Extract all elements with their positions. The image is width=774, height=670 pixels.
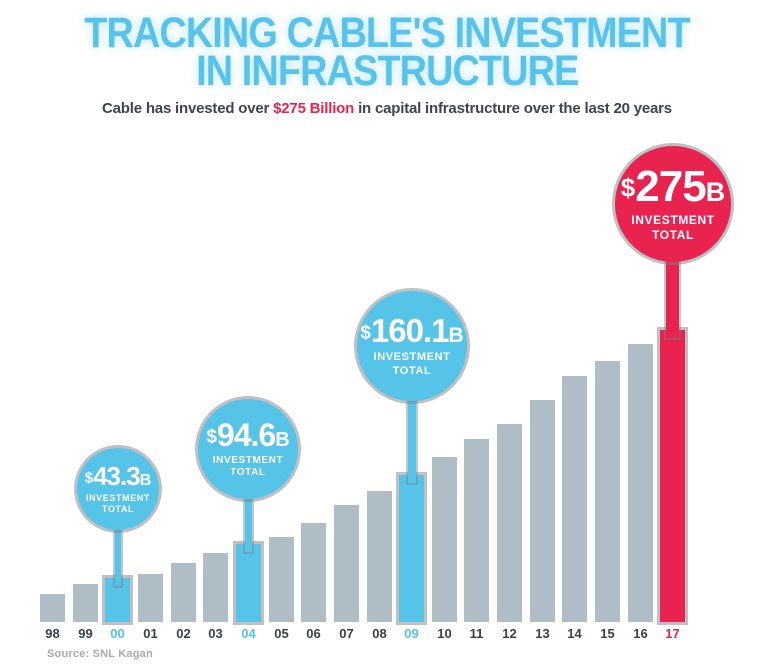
callout-value: $160.1B [360,314,463,347]
subtitle-highlight: $275 Billion [273,100,355,117]
callout-bubble-09: $160.1B INVESTMENT TOTAL [357,291,467,401]
subtitle-suffix: in capital infrastructure over the last … [354,100,672,117]
year-label-08: 08 [372,626,387,641]
caption-line-2: TOTAL [230,467,266,478]
callout-caption: INVESTMENT TOTAL [86,493,150,516]
year-label-11: 11 [469,626,484,641]
year-label-12: 12 [502,626,517,641]
caption-line-2: TOTAL [101,504,135,514]
caption-line-1: INVESTMENT [212,454,284,466]
bar-11 [464,439,489,622]
year-label-06: 06 [306,626,321,641]
year-label-03: 03 [208,626,223,641]
callout-stem-04 [245,495,252,552]
bar-10 [432,457,457,622]
bar-03 [203,553,228,622]
bar-04 [236,544,261,622]
callout-caption: INVESTMENT TOTAL [374,351,451,379]
infographic-subtitle: Cable has invested over $275 Billion in … [0,100,774,117]
infographic-title: TRACKING CABLE'S INVESTMENT IN INFRASTRU… [0,9,774,95]
year-label-07: 07 [339,626,354,641]
callout-number: 160.1 [370,311,450,349]
year-label-98: 98 [45,626,60,641]
callout-bubble-17: $275B INVESTMENT TOTAL [615,146,731,262]
bar-06 [301,523,326,622]
bar-16 [628,344,653,622]
callout-number: 275 [635,162,706,211]
bar-98 [40,594,65,622]
caption-line-1: INVESTMENT [631,213,715,227]
year-label-00: 00 [110,626,125,641]
billions-unit: B [275,428,290,451]
bar-13 [530,400,555,622]
callout-stem-09 [408,397,416,483]
bar-99 [73,584,98,622]
year-label-09: 09 [404,626,419,641]
dollar-sign: $ [360,322,371,344]
caption-line-1: INVESTMENT [85,492,150,503]
callout-number: 43.3 [93,460,141,491]
year-label-16: 16 [633,626,648,641]
year-label-01: 01 [143,626,158,641]
callout-caption: INVESTMENT TOTAL [213,455,283,480]
title-line-1: TRACKING CABLE'S INVESTMENT [84,9,690,57]
bar-17 [660,330,685,622]
callout-bubble-04: $94.6B INVESTMENT TOTAL [198,399,298,499]
billions-unit: B [139,471,152,489]
bar-12 [497,424,522,622]
year-label-14: 14 [567,626,582,641]
bar-15 [595,361,620,622]
dollar-sign: $ [206,426,217,448]
caption-line-1: INVESTMENT [373,350,451,363]
title-line-2: IN INFRASTRUCTURE [195,47,579,95]
callout-number: 94.6 [216,416,276,453]
bar-05 [269,537,294,622]
bar-02 [171,563,196,622]
year-label-02: 02 [176,626,191,641]
year-label-15: 15 [600,626,615,641]
caption-line-2: TOTAL [652,228,694,242]
billions-unit: B [705,177,726,207]
dollar-sign: $ [84,469,94,487]
callout-value: $94.6B [206,419,289,451]
bar-07 [334,505,359,622]
bar-14 [562,376,587,622]
year-label-04: 04 [241,626,256,641]
bar-01 [138,574,163,622]
callout-stem-00 [115,526,121,586]
callout-bubble-00: $43.3B INVESTMENT TOTAL [77,448,159,530]
year-label-17: 17 [665,626,680,641]
source-note: Source: SNL Kagan [47,648,153,660]
bar-08 [367,491,392,622]
year-label-13: 13 [535,626,550,641]
subtitle-prefix: Cable has invested over [102,100,274,117]
callout-value: $275B [621,165,725,209]
year-label-99: 99 [78,626,93,641]
callout-stem-17 [666,258,679,338]
callout-caption: INVESTMENT TOTAL [631,213,714,243]
callout-value: $43.3B [85,463,152,489]
year-label-05: 05 [274,626,289,641]
caption-line-2: TOTAL [392,364,432,377]
dollar-sign: $ [620,172,636,203]
year-label-10: 10 [437,626,452,641]
bar-09 [399,475,424,622]
billions-unit: B [448,323,464,347]
